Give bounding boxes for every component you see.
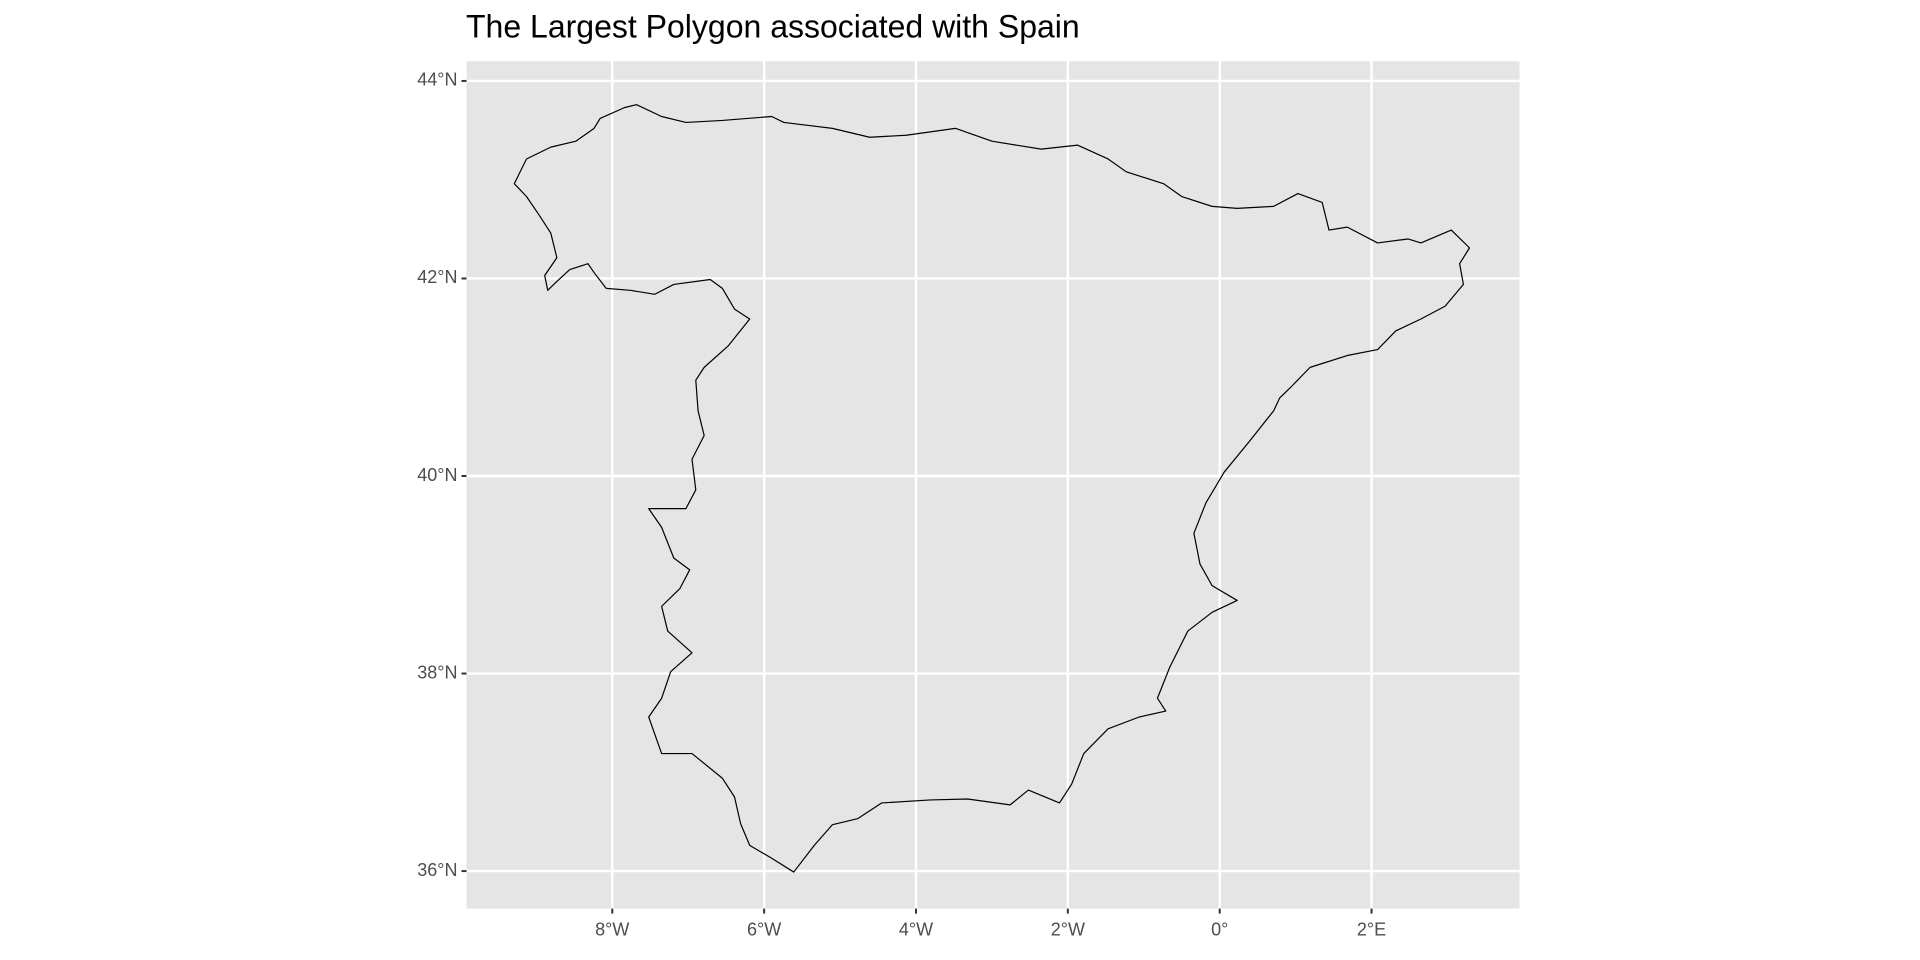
country-outline	[513, 104, 1471, 873]
x-tick-label: 6°W	[747, 919, 781, 939]
y-tick-label: 40°N	[417, 465, 457, 485]
panel-background	[466, 61, 1520, 909]
x-tick-label: 0°	[1211, 919, 1228, 939]
y-tick-label: 36°N	[417, 860, 457, 880]
chart-title: The Largest Polygon associated with Spai…	[466, 8, 1080, 44]
x-tick-label: 2°E	[1357, 919, 1386, 939]
y-tick-label: 44°N	[417, 70, 457, 90]
x-tick-label: 4°W	[899, 919, 933, 939]
y-tick-label: 42°N	[417, 267, 457, 287]
x-tick-label: 2°W	[1051, 919, 1085, 939]
y-tick-label: 38°N	[417, 662, 457, 682]
x-tick-label: 8°W	[595, 919, 629, 939]
